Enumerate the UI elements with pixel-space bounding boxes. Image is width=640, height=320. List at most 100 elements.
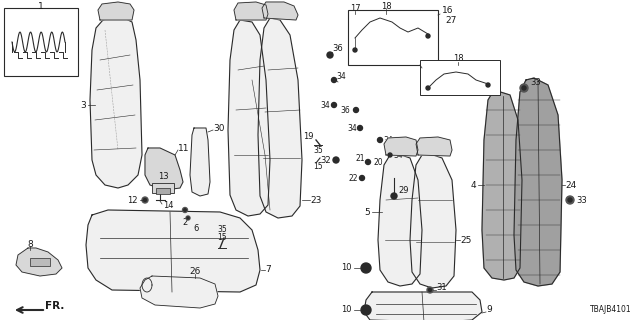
Text: 33: 33 <box>576 196 587 204</box>
Polygon shape <box>258 18 302 218</box>
Text: 6: 6 <box>193 223 198 233</box>
Polygon shape <box>514 78 562 286</box>
Circle shape <box>353 48 357 52</box>
Circle shape <box>333 157 339 163</box>
Text: 36: 36 <box>332 44 343 52</box>
Text: 34: 34 <box>320 100 330 109</box>
Circle shape <box>332 77 337 83</box>
Text: 28: 28 <box>408 55 418 65</box>
Polygon shape <box>416 137 452 156</box>
Bar <box>30 258 50 266</box>
Circle shape <box>391 193 397 199</box>
Bar <box>156 188 170 194</box>
Text: 19: 19 <box>303 132 314 140</box>
Circle shape <box>184 209 186 211</box>
Text: 30: 30 <box>213 124 225 132</box>
Circle shape <box>522 86 526 90</box>
Text: 8: 8 <box>27 239 33 249</box>
Circle shape <box>426 34 430 38</box>
Polygon shape <box>262 2 298 20</box>
Circle shape <box>332 102 337 108</box>
Text: 22: 22 <box>349 173 358 182</box>
Text: 26: 26 <box>189 268 201 276</box>
Text: FR.: FR. <box>45 301 65 311</box>
Circle shape <box>568 198 572 202</box>
Text: 1: 1 <box>38 2 44 11</box>
Text: 20: 20 <box>374 157 383 166</box>
Polygon shape <box>410 154 456 288</box>
Polygon shape <box>228 20 270 216</box>
Text: 34: 34 <box>383 135 393 145</box>
Circle shape <box>182 207 188 212</box>
Text: 3: 3 <box>80 100 86 109</box>
Circle shape <box>365 159 371 164</box>
Bar <box>348 10 438 65</box>
Circle shape <box>142 197 148 203</box>
Circle shape <box>143 198 147 202</box>
Text: 32: 32 <box>321 156 331 164</box>
Text: 17: 17 <box>349 4 360 12</box>
Bar <box>152 183 174 193</box>
Text: 27: 27 <box>445 15 456 25</box>
Text: 36: 36 <box>340 106 350 115</box>
Circle shape <box>427 287 433 293</box>
Text: 34: 34 <box>336 71 346 81</box>
Text: 7: 7 <box>265 266 271 275</box>
Text: 14: 14 <box>163 201 173 210</box>
Circle shape <box>566 196 574 204</box>
Text: 10: 10 <box>342 306 352 315</box>
Circle shape <box>361 263 371 273</box>
Circle shape <box>486 83 490 87</box>
Circle shape <box>520 84 528 92</box>
Text: 31: 31 <box>436 284 447 292</box>
Text: 11: 11 <box>178 143 189 153</box>
Text: 33: 33 <box>530 77 541 86</box>
Text: 18: 18 <box>381 2 391 11</box>
Circle shape <box>353 108 358 113</box>
Text: 18: 18 <box>452 53 463 62</box>
Text: 4: 4 <box>470 180 476 189</box>
Text: 12: 12 <box>127 196 138 204</box>
Text: 10: 10 <box>342 263 352 273</box>
Bar <box>420 60 500 95</box>
Circle shape <box>358 125 362 131</box>
Polygon shape <box>90 16 142 188</box>
Circle shape <box>388 153 392 157</box>
Polygon shape <box>86 210 260 292</box>
Text: 2: 2 <box>182 218 188 227</box>
Text: 34: 34 <box>348 124 357 132</box>
Circle shape <box>429 289 431 292</box>
Text: 16: 16 <box>442 5 454 14</box>
Polygon shape <box>190 128 210 196</box>
Polygon shape <box>145 148 183 190</box>
Text: 9: 9 <box>486 306 492 315</box>
Text: 15: 15 <box>217 233 227 242</box>
Circle shape <box>327 52 333 58</box>
Circle shape <box>187 217 189 219</box>
Text: 35: 35 <box>313 146 323 155</box>
Circle shape <box>361 305 371 315</box>
Text: 25: 25 <box>460 236 472 244</box>
Polygon shape <box>384 137 418 156</box>
Circle shape <box>186 216 190 220</box>
Polygon shape <box>98 2 134 20</box>
Text: 34: 34 <box>393 150 403 159</box>
Text: 21: 21 <box>355 154 365 163</box>
Circle shape <box>426 86 430 90</box>
Text: 24: 24 <box>565 180 576 189</box>
Text: 15: 15 <box>313 162 323 171</box>
Circle shape <box>378 138 383 142</box>
Circle shape <box>360 175 365 180</box>
Text: 5: 5 <box>364 207 370 217</box>
Polygon shape <box>364 292 482 320</box>
Text: 35: 35 <box>217 225 227 234</box>
Polygon shape <box>140 276 218 308</box>
Text: 23: 23 <box>310 196 321 204</box>
Polygon shape <box>482 90 522 280</box>
Polygon shape <box>234 2 268 20</box>
Text: TBAJB4101: TBAJB4101 <box>590 305 632 314</box>
Polygon shape <box>378 154 422 286</box>
Text: 29: 29 <box>398 186 408 195</box>
Polygon shape <box>16 248 62 276</box>
Text: 13: 13 <box>157 172 168 181</box>
